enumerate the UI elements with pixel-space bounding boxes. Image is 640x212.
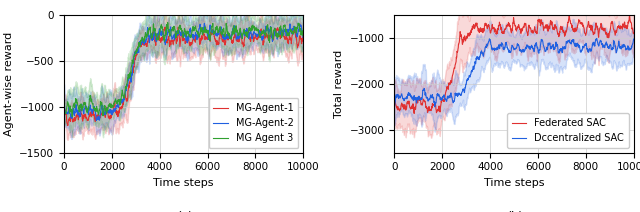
Legend: Federated SAC, Dccentralized SAC: Federated SAC, Dccentralized SAC bbox=[507, 113, 628, 148]
MG-Agent-2 bbox=[252, 34, 259, 36]
X-axis label: Time steps: Time steps bbox=[484, 178, 544, 188]
Federated SAC bbox=[415, 96, 423, 99]
MG-Agent-1 bbox=[157, 39, 165, 41]
Federated SAC bbox=[410, 112, 418, 115]
MG-Agent-2 bbox=[247, 32, 255, 34]
MG-Agent-2 bbox=[157, 33, 165, 35]
Text: (b): (b) bbox=[505, 211, 523, 212]
Y-axis label: Agent-wise reward: Agent-wise reward bbox=[4, 32, 13, 136]
MG Agent 3 bbox=[225, 33, 233, 36]
MG Agent 3 bbox=[164, 21, 172, 24]
Line: Dccentralized SAC: Dccentralized SAC bbox=[394, 38, 634, 108]
Dccentralized SAC bbox=[496, 47, 504, 50]
Line: MG Agent 3: MG Agent 3 bbox=[64, 22, 303, 117]
MG-Agent-1 bbox=[64, 124, 72, 127]
Federated SAC bbox=[582, 33, 589, 35]
MG-Agent-2 bbox=[60, 98, 68, 101]
Line: Federated SAC: Federated SAC bbox=[394, 15, 634, 113]
MG-Agent-1 bbox=[252, 33, 259, 36]
MG-Agent-2 bbox=[166, 28, 173, 31]
Dccentralized SAC bbox=[555, 50, 563, 53]
Legend: MG-Agent-1, MG-Agent-2, MG Agent 3: MG-Agent-1, MG-Agent-2, MG Agent 3 bbox=[209, 98, 298, 148]
Y-axis label: Total reward: Total reward bbox=[334, 50, 344, 118]
MG-Agent-2 bbox=[93, 119, 100, 122]
MG-Agent-1 bbox=[60, 108, 68, 111]
MG-Agent-1 bbox=[85, 116, 93, 119]
MG-Agent-2 bbox=[225, 37, 233, 40]
MG Agent 3 bbox=[247, 29, 255, 32]
MG-Agent-1 bbox=[166, 42, 173, 45]
MG-Agent-1 bbox=[247, 36, 255, 38]
Dccentralized SAC bbox=[593, 37, 600, 40]
MG-Agent-1 bbox=[300, 31, 307, 34]
X-axis label: Time steps: Time steps bbox=[154, 178, 214, 188]
MG Agent 3 bbox=[166, 34, 173, 37]
Federated SAC bbox=[555, 35, 563, 38]
Text: (a): (a) bbox=[175, 211, 193, 212]
Dccentralized SAC bbox=[487, 44, 495, 46]
MG Agent 3 bbox=[68, 115, 76, 118]
Dccentralized SAC bbox=[630, 38, 637, 40]
MG Agent 3 bbox=[60, 108, 68, 111]
MG-Agent-2 bbox=[200, 22, 208, 25]
MG Agent 3 bbox=[300, 27, 307, 30]
Federated SAC bbox=[577, 22, 585, 25]
MG Agent 3 bbox=[157, 26, 165, 29]
Federated SAC bbox=[626, 14, 634, 17]
MG-Agent-2 bbox=[300, 36, 307, 39]
Dccentralized SAC bbox=[415, 97, 422, 99]
MG Agent 3 bbox=[252, 27, 259, 30]
Dccentralized SAC bbox=[581, 44, 589, 46]
Line: MG-Agent-2: MG-Agent-2 bbox=[64, 23, 303, 121]
Line: MG-Agent-1: MG-Agent-1 bbox=[64, 27, 303, 126]
Federated SAC bbox=[496, 24, 504, 27]
MG-Agent-1 bbox=[161, 26, 169, 28]
Federated SAC bbox=[488, 29, 495, 31]
MG-Agent-1 bbox=[225, 35, 233, 38]
MG Agent 3 bbox=[85, 108, 93, 110]
MG-Agent-2 bbox=[84, 113, 92, 116]
Federated SAC bbox=[390, 102, 398, 105]
Dccentralized SAC bbox=[577, 50, 585, 53]
Federated SAC bbox=[630, 32, 637, 35]
Dccentralized SAC bbox=[390, 106, 398, 109]
